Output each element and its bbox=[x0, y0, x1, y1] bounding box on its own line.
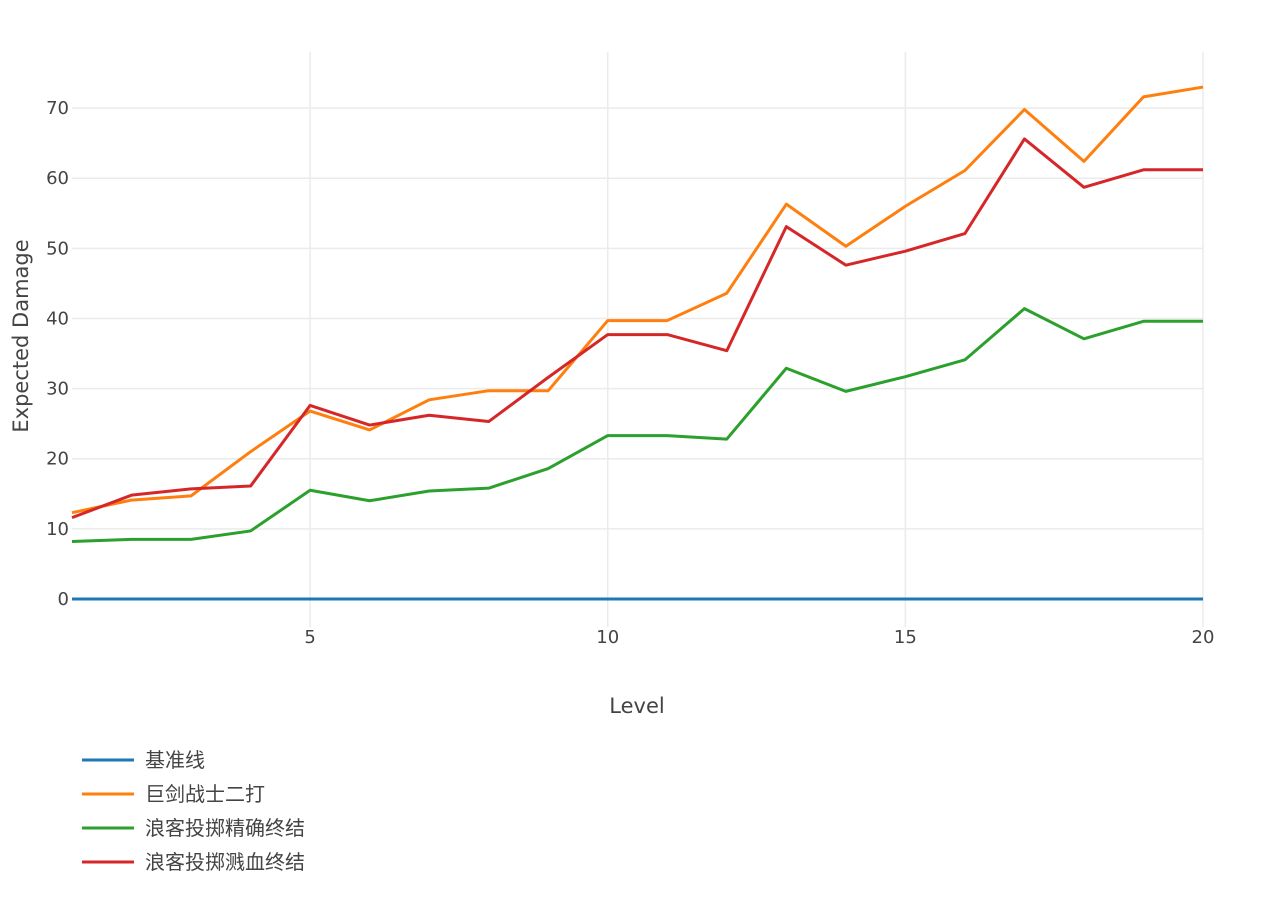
y-axis-title: Expected Damage bbox=[9, 239, 33, 432]
y-tick-label: 30 bbox=[46, 379, 69, 400]
legend-item[interactable]: 浪客投掷精确终结 bbox=[82, 816, 305, 840]
legend-item[interactable]: 基准线 bbox=[82, 748, 205, 772]
y-tick-label: 0 bbox=[58, 589, 69, 610]
gridlines bbox=[72, 52, 1204, 627]
y-tick-label: 10 bbox=[46, 519, 69, 540]
x-tick-label: 10 bbox=[596, 627, 619, 648]
y-tick-label: 40 bbox=[46, 308, 69, 329]
legend-label: 巨剑战士二打 bbox=[145, 782, 265, 806]
series-line-4 bbox=[71, 137, 1203, 520]
y-tick-label: 70 bbox=[46, 98, 69, 119]
legend-label: 基准线 bbox=[145, 748, 205, 772]
x-axis-title: Level bbox=[609, 694, 664, 718]
y-tick-label: 50 bbox=[46, 238, 69, 259]
y-tick-label: 60 bbox=[46, 168, 69, 189]
legend-item[interactable]: 巨剑战士二打 bbox=[82, 782, 265, 806]
legend-item[interactable]: 浪客投掷溅血终结 bbox=[82, 850, 305, 874]
x-tick-label: 5 bbox=[304, 627, 315, 648]
x-tick-label: 20 bbox=[1192, 627, 1215, 648]
y-tick-labels: 0 10 20 30 40 50 60 70 bbox=[46, 98, 69, 610]
x-tick-label: 15 bbox=[894, 627, 917, 648]
series-line-2 bbox=[71, 85, 1204, 515]
series-lines bbox=[71, 85, 1204, 601]
legend-label: 浪客投掷溅血终结 bbox=[145, 850, 305, 874]
series-line-3 bbox=[71, 307, 1203, 543]
legend-label: 浪客投掷精确终结 bbox=[145, 816, 305, 840]
y-tick-label: 20 bbox=[46, 449, 69, 470]
x-tick-labels: 5 10 15 20 bbox=[304, 627, 1214, 648]
